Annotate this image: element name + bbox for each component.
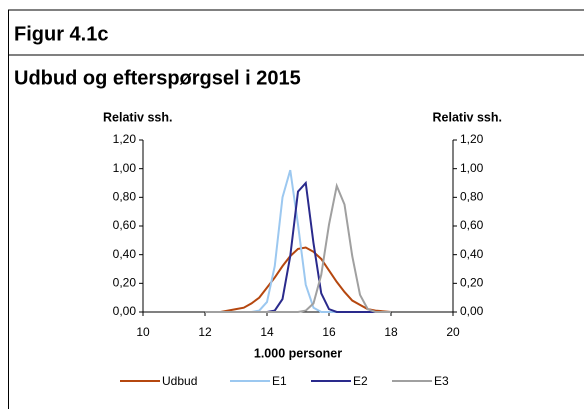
x-tick-label: 20 bbox=[446, 325, 460, 339]
legend-label: Udbud bbox=[162, 374, 197, 388]
y-tick-label: 1,00 bbox=[113, 161, 137, 175]
legend-label: E2 bbox=[353, 374, 368, 388]
series-line bbox=[205, 180, 391, 313]
series-line bbox=[205, 182, 391, 313]
y2-tick-label: 0,00 bbox=[460, 304, 484, 318]
x-tick-label: 12 bbox=[198, 325, 212, 339]
y-tick-label: 0,80 bbox=[113, 190, 137, 204]
x-tick-label: 18 bbox=[384, 325, 398, 339]
y-tick-label: 0,00 bbox=[113, 304, 137, 318]
y2-axis-label: Relativ ssh. bbox=[433, 110, 502, 124]
x-tick-label: 16 bbox=[322, 325, 336, 339]
y-axis-label: Relativ ssh. bbox=[103, 110, 172, 124]
chart-title: Udbud og efterspørgsel i 2015 bbox=[14, 67, 301, 89]
x-axis-label: 1.000 personer bbox=[254, 346, 342, 360]
y2-tick-label: 0,20 bbox=[460, 276, 484, 290]
y-tick-label: 1,20 bbox=[113, 132, 137, 146]
y-tick-label: 0,60 bbox=[113, 218, 137, 232]
x-tick-label: 10 bbox=[136, 325, 150, 339]
y2-tick-label: 1,20 bbox=[460, 132, 484, 146]
y2-tick-label: 0,60 bbox=[460, 218, 484, 232]
y2-tick-label: 1,00 bbox=[460, 161, 484, 175]
x-tick-label: 14 bbox=[260, 325, 274, 339]
figure-number: Figur 4.1c bbox=[14, 23, 108, 45]
legend-label: E3 bbox=[434, 374, 449, 388]
y-tick-label: 0,20 bbox=[113, 276, 137, 290]
legend-label: E1 bbox=[272, 374, 287, 388]
y2-tick-label: 0,80 bbox=[460, 190, 484, 204]
y-tick-label: 0,40 bbox=[113, 247, 137, 261]
y2-tick-label: 0,40 bbox=[460, 247, 484, 261]
